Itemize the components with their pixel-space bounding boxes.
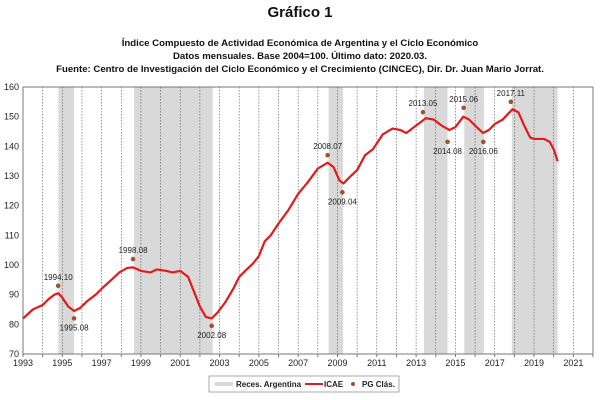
turning-point-marker	[325, 152, 330, 158]
turning-point-marker	[445, 139, 450, 145]
y-tick-label: 90	[9, 290, 19, 300]
turning-point-marker	[420, 109, 426, 115]
x-tick-label: 1999	[131, 358, 151, 368]
x-tick-label: 2005	[249, 358, 269, 368]
turning-point-marker	[508, 99, 514, 105]
turning-point-label: 1998.08	[119, 246, 148, 255]
legend-recession-swatch	[215, 382, 233, 386]
x-tick-label: 2013	[406, 358, 426, 368]
x-tick-label: 2015	[445, 358, 465, 368]
turning-point-label: 2016.06	[469, 147, 498, 156]
turning-point-marker	[55, 283, 61, 289]
turning-point-marker	[71, 316, 77, 321]
legend-recession-label: Reces. Argentina	[236, 380, 302, 389]
turning-point-marker	[340, 190, 345, 195]
x-tick-label: 2001	[170, 358, 190, 368]
y-tick-label: 70	[9, 349, 19, 359]
recession-band	[134, 87, 213, 354]
recession-band	[511, 87, 558, 354]
turning-point-label: 2002.08	[197, 331, 226, 340]
y-tick-label: 80	[9, 319, 19, 329]
turning-point-marker	[130, 256, 136, 262]
recession-band	[58, 87, 75, 354]
icae-line	[22, 108, 559, 320]
x-tick-label: 1993	[13, 358, 33, 368]
y-tick-label: 150	[4, 112, 19, 122]
turning-point-label: 1994.10	[44, 273, 73, 282]
x-tick-label: 2017	[485, 358, 505, 368]
turning-point-label: 2009.04	[328, 197, 357, 206]
legend-pg-label: PG Clás.	[362, 380, 395, 389]
x-tick-label: 2021	[563, 358, 583, 368]
turning-point-marker	[209, 323, 214, 329]
turning-point-label: 2017.11	[497, 89, 526, 98]
x-tick-label: 2009	[327, 358, 347, 368]
legend-box	[208, 375, 400, 393]
x-tick-label: 1997	[92, 358, 112, 368]
legend-pg-swatch	[351, 382, 355, 386]
recession-band	[464, 87, 484, 354]
turning-point-marker	[481, 139, 486, 145]
recession-band	[328, 87, 343, 354]
x-tick-label: 2003	[210, 358, 230, 368]
y-tick-label: 100	[4, 260, 19, 270]
turning-point-label: 1995.08	[60, 323, 89, 332]
y-tick-label: 120	[4, 201, 19, 211]
y-tick-label: 160	[4, 82, 19, 92]
x-tick-label: 2019	[524, 358, 544, 368]
chart-source: Fuente: Centro de Investigación del Cicl…	[56, 64, 544, 75]
turning-point-label: 2008.07	[313, 142, 342, 151]
turning-point-label: 2015.06	[449, 95, 478, 104]
y-tick-label: 110	[5, 230, 19, 240]
turning-point-label: 2014.08	[433, 147, 462, 156]
turning-point-marker	[461, 105, 466, 111]
turning-point-label: 2013.05	[409, 99, 438, 108]
legend-icae-label: ICAE	[324, 380, 344, 389]
x-tick-label: 1995	[52, 358, 72, 368]
chart-title: Gráfico 1	[267, 4, 333, 21]
y-tick-label: 130	[4, 171, 19, 181]
chart-subtitle-data: Datos mensuales. Base 2004=100. Último d…	[172, 51, 428, 62]
x-tick-label: 2007	[288, 358, 308, 368]
y-tick-label: 140	[4, 141, 19, 151]
chart-subtitle: Índice Compuesto de Actividad Económica …	[121, 38, 479, 49]
x-tick-label: 2011	[367, 358, 386, 368]
